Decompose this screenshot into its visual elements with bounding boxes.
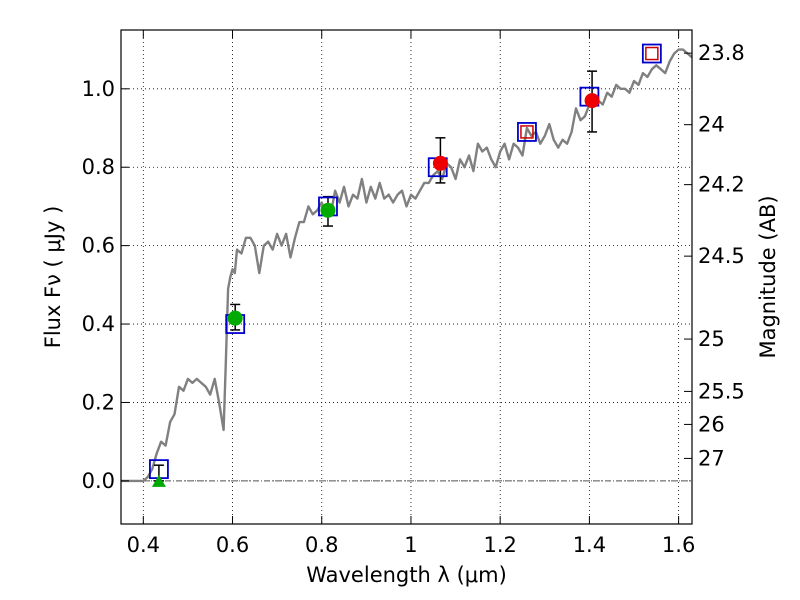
x-tick-label: 1 [404,533,417,557]
green-point [320,202,336,218]
y2-axis-label: Magnitude (AB) [756,195,780,358]
x-tick-label: 1.4 [573,533,606,557]
red-point [432,155,448,171]
y-tick-label: 0.2 [82,390,115,414]
model-square-marker [641,43,662,64]
x-tick-label: 0.4 [127,533,160,557]
mag-tick-label: 26 [698,412,725,436]
mag-tick-label: 24 [698,113,725,137]
x-tick-label: 1.6 [662,533,695,557]
small-square-marker [645,46,659,61]
x-tick-label: 0.6 [216,533,249,557]
mag-tick-label: 27 [698,446,725,470]
model-square-marker [517,122,537,142]
x-axis-label: Wavelength λ (μm) [306,563,507,587]
y-axis-label: Flux Fν ( μJy ) [41,206,65,349]
x-tick-label: 1.2 [483,533,516,557]
y-tick-label: 0.6 [82,234,115,258]
y-tick-label: 0.4 [82,312,115,336]
grid-lines [121,30,692,524]
sed-model-line [121,48,692,483]
x-tick-label: 0.8 [305,533,338,557]
mag-tick-label: 25.5 [698,379,745,403]
upper-limit-triangle [151,474,166,487]
axes-group: 0.4 0.6 0.8 1 1.2 1.4 1.6 0.0 0.2 0.4 0.6 0.8 1.0 23.… [82,30,745,557]
sed-curve-group [121,48,692,483]
y-tick-label: 0.8 [82,155,115,179]
plot-frame [120,29,693,525]
small-square-marker [520,125,534,139]
markers-group [149,43,662,487]
y-tick-label: 1.0 [82,77,115,101]
y-tick-label: 0.0 [82,469,115,493]
mag-tick-label: 23.8 [698,41,745,65]
green-point [227,310,243,326]
mag-tick-label: 24.5 [698,244,745,268]
mag-tick-label: 25 [698,327,725,351]
red-point [584,93,600,109]
mag-tick-label: 24.2 [698,173,745,197]
